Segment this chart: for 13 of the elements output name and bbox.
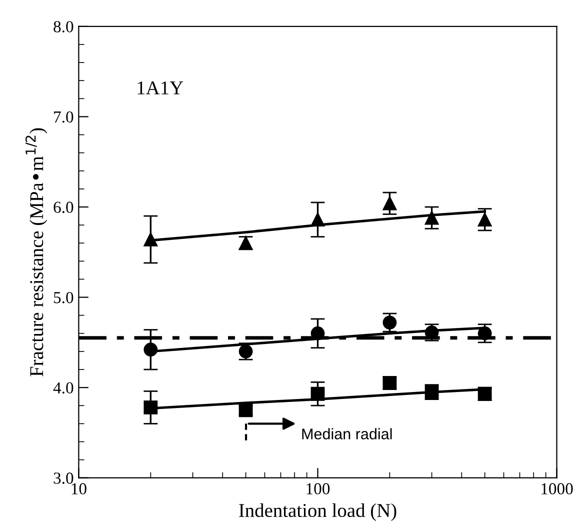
x-tick-label: 1000 — [542, 483, 573, 494]
y-tick-label: 7.0 — [54, 111, 74, 123]
y-tick-label: 8.0 — [54, 21, 74, 32]
y-tick-label: 3.0 — [54, 472, 74, 484]
annotation: Median radial — [302, 428, 392, 440]
y-tick-label: 6.0 — [54, 202, 74, 213]
x-tick-label: 10 — [72, 483, 86, 494]
x-tick-label: 100 — [306, 483, 330, 494]
x-axis-title: Indentation load (N) — [239, 503, 396, 522]
y-tick-label: 5.0 — [54, 292, 74, 304]
y-axis-title: Fracture resistance (MPa•m$^{1/2}$) — [25, 128, 48, 376]
y-tick-label: 4.0 — [53, 382, 74, 394]
annotation: 1A1Y — [138, 81, 184, 94]
